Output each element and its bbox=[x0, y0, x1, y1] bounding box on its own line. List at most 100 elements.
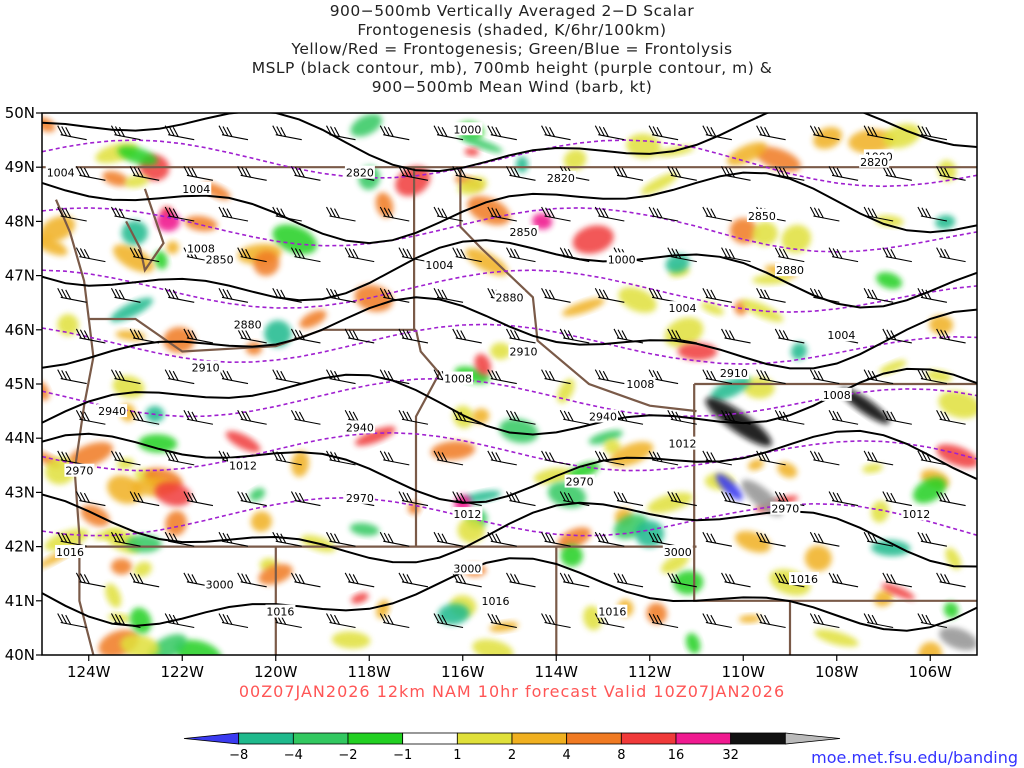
wind-barb bbox=[506, 491, 536, 507]
contour-label: 1004 bbox=[827, 329, 855, 342]
contour-label-bg bbox=[859, 154, 890, 168]
shade-patch bbox=[138, 434, 178, 453]
wind-barb bbox=[917, 613, 948, 629]
wind-barb bbox=[809, 369, 840, 385]
shade-patch bbox=[560, 544, 583, 567]
shade-patch bbox=[225, 431, 261, 453]
colorbar-swatch bbox=[730, 732, 786, 745]
shade-patch bbox=[147, 634, 187, 655]
shade-patch bbox=[752, 221, 778, 246]
wind-barb bbox=[344, 328, 375, 344]
contour-label: 2940 bbox=[98, 405, 126, 418]
wind-barb bbox=[882, 166, 912, 181]
shade-patch bbox=[929, 315, 954, 335]
contour-label: 1016 bbox=[481, 595, 509, 608]
contour-label-bg bbox=[826, 328, 857, 342]
height-700mb-contours bbox=[42, 139, 977, 537]
wind-barb bbox=[863, 369, 894, 385]
wind-barb bbox=[559, 491, 590, 507]
wind-barb bbox=[774, 409, 805, 425]
wind-barb bbox=[541, 613, 571, 629]
wind-barb bbox=[721, 328, 751, 344]
colorbar-label: 2 bbox=[508, 748, 516, 763]
contour-label: 2850 bbox=[748, 210, 776, 223]
contour-label-bg bbox=[597, 604, 628, 618]
shade-patch bbox=[354, 284, 393, 312]
wind-barb bbox=[218, 125, 249, 141]
wind-barb bbox=[110, 613, 141, 629]
y-tick-label: 50N bbox=[5, 104, 35, 122]
wind-barb bbox=[756, 288, 786, 303]
contour-label: 1008 bbox=[823, 389, 851, 402]
wind-barb bbox=[326, 613, 356, 629]
shade-patch bbox=[700, 302, 724, 316]
wind-barb bbox=[756, 450, 786, 466]
wind-barb bbox=[863, 450, 894, 466]
colorbar-swatch bbox=[511, 732, 568, 745]
wind-barb bbox=[379, 206, 410, 222]
wind-barb bbox=[398, 166, 429, 181]
wind-barb bbox=[183, 491, 214, 507]
credit-url: moe.met.fsu.edu/banding bbox=[811, 748, 1018, 767]
wind-barb bbox=[272, 531, 302, 547]
shade-patch bbox=[253, 250, 280, 276]
wind-barb bbox=[75, 491, 106, 507]
contour-label-bg bbox=[344, 165, 375, 179]
wind-barb bbox=[452, 166, 482, 181]
colorbar-swatch bbox=[238, 732, 294, 745]
wind-barb bbox=[917, 450, 948, 466]
wind-barb bbox=[702, 288, 732, 303]
shade-patch bbox=[67, 441, 113, 469]
colorbar-swatch bbox=[620, 732, 677, 745]
wind-barb bbox=[702, 613, 732, 629]
wind-barb bbox=[218, 288, 249, 303]
contour-label-bg bbox=[64, 463, 95, 477]
wind-barb bbox=[237, 491, 267, 507]
wind-barb bbox=[326, 288, 356, 303]
shade-patch bbox=[881, 583, 915, 600]
contour-label: 2910 bbox=[192, 362, 220, 375]
shade-patch bbox=[710, 376, 751, 401]
wind-barb bbox=[237, 409, 267, 425]
wind-barb bbox=[433, 288, 464, 303]
wind-barb bbox=[487, 613, 517, 629]
wind-barb bbox=[164, 531, 195, 547]
shade-patch bbox=[752, 274, 791, 285]
shade-patch bbox=[249, 488, 266, 502]
height-contour bbox=[42, 431, 977, 472]
shade-patch bbox=[871, 500, 889, 523]
x-tick-label: 112W bbox=[628, 663, 672, 681]
contour-label: 1004 bbox=[182, 183, 210, 196]
valid-time-footer: 00Z07JAN2026 12km NAM 10hr forecast Vali… bbox=[238, 682, 786, 701]
wind-barb bbox=[917, 125, 948, 141]
wind-barb bbox=[379, 613, 410, 629]
wind-barb bbox=[57, 125, 87, 141]
wind-barb bbox=[272, 450, 302, 466]
wind-barb bbox=[541, 288, 571, 303]
wind-barb bbox=[164, 369, 195, 385]
contour-label-bg bbox=[204, 577, 235, 591]
wind-barb bbox=[667, 491, 697, 507]
wind-barb bbox=[129, 491, 160, 507]
contour-label: 2940 bbox=[346, 421, 374, 434]
wind-barb bbox=[936, 409, 966, 425]
wind-barb bbox=[75, 166, 106, 181]
wind-barb bbox=[506, 409, 536, 425]
wind-barb bbox=[613, 328, 644, 344]
x-tick-label: 106W bbox=[909, 663, 953, 681]
shade-patch bbox=[154, 481, 192, 507]
wind-barb bbox=[667, 166, 697, 181]
shade-patch bbox=[125, 534, 162, 553]
shade-patch bbox=[883, 123, 921, 149]
shade-patch bbox=[457, 517, 485, 544]
colorbar-swatch bbox=[183, 732, 240, 745]
shade-patch bbox=[547, 481, 587, 508]
shade-patch bbox=[533, 467, 574, 484]
wind-barb bbox=[75, 409, 106, 425]
wind-barb bbox=[863, 125, 894, 141]
contour-label: 1012 bbox=[229, 459, 257, 472]
wind-barb bbox=[110, 369, 141, 385]
shade-patch bbox=[154, 250, 168, 270]
shade-patch bbox=[583, 605, 603, 631]
y-tick-label: 45N bbox=[5, 375, 35, 393]
